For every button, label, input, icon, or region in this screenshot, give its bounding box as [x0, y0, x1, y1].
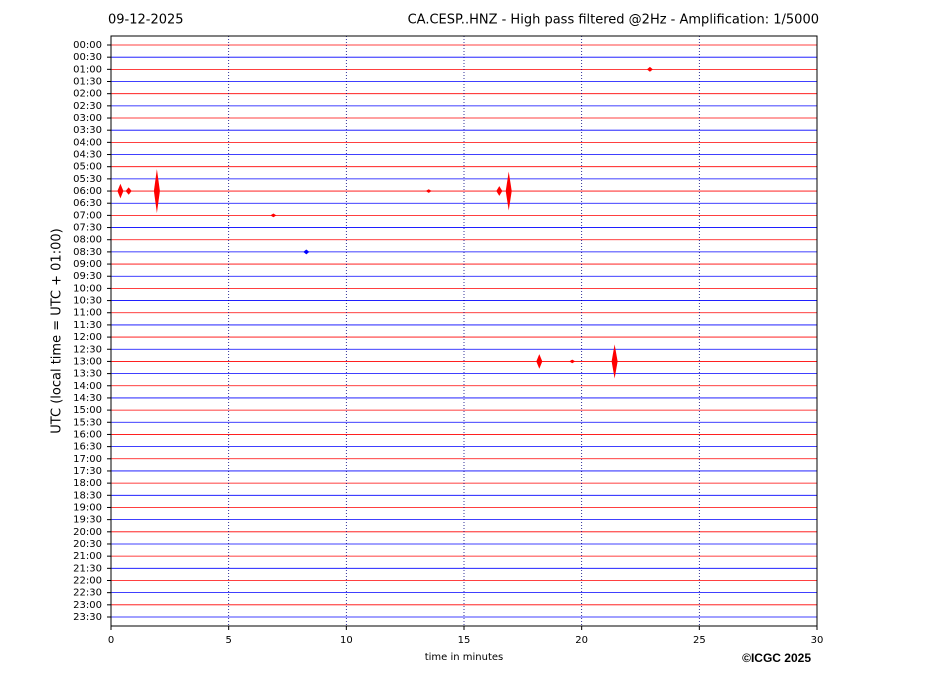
y-tick-label: 03:00	[73, 113, 102, 124]
seismic-event	[611, 344, 618, 379]
seismic-event	[646, 66, 653, 72]
y-tick-label: 01:30	[73, 77, 102, 88]
copyright: ©ICGC 2025	[742, 651, 811, 665]
x-tick-label: 15	[458, 635, 471, 646]
y-tick-label: 18:00	[73, 478, 102, 489]
y-tick-label: 11:00	[73, 308, 102, 319]
y-tick-label: 06:00	[73, 186, 102, 197]
seismic-event	[505, 171, 512, 211]
y-tick-label: 20:30	[73, 539, 102, 550]
y-tick-label: 09:30	[73, 271, 102, 282]
x-tick-label: 30	[811, 635, 824, 646]
y-tick-label: 11:30	[73, 320, 102, 331]
seismic-event	[117, 183, 124, 199]
y-tick-label: 12:00	[73, 332, 102, 343]
y-tick-label: 04:00	[73, 137, 102, 148]
y-tick-label: 16:00	[73, 429, 102, 440]
x-tick-label: 5	[225, 635, 231, 646]
y-tick-label: 07:00	[73, 210, 102, 221]
y-tick-label: 14:30	[73, 393, 102, 404]
y-tick-label: 21:30	[73, 563, 102, 574]
y-tick-label: 10:30	[73, 296, 102, 307]
y-tick-label: 05:30	[73, 174, 102, 185]
y-tick-label: 12:30	[73, 344, 102, 355]
y-tick-label: 22:00	[73, 575, 102, 586]
y-tick-label: 02:00	[73, 89, 102, 100]
x-tick-label: 10	[340, 635, 353, 646]
y-tick-label: 19:30	[73, 515, 102, 526]
y-axis-label: UTC (local time = UTC + 01:00)	[50, 228, 65, 433]
y-tick-label: 09:00	[73, 259, 102, 270]
y-tick-label: 13:30	[73, 369, 102, 380]
y-tick-label: 14:00	[73, 381, 102, 392]
x-axis-label: time in minutes	[425, 652, 504, 663]
y-tick-label: 01:00	[73, 64, 102, 75]
x-tick-label: 0	[108, 635, 114, 646]
chart-title: CA.CESP..HNZ - High pass filtered @2Hz -…	[408, 13, 819, 28]
seismic-event	[569, 359, 576, 364]
y-tick-label: 19:00	[73, 502, 102, 513]
y-tick-label: 04:30	[73, 150, 102, 161]
y-tick-label: 23:30	[73, 612, 102, 623]
y-tick-label: 21:00	[73, 551, 102, 562]
y-tick-label: 15:30	[73, 417, 102, 428]
y-tick-label: 07:30	[73, 223, 102, 234]
y-tick-label: 03:30	[73, 125, 102, 136]
seismic-event	[425, 189, 432, 193]
y-tick-label: 22:30	[73, 588, 102, 599]
seismic-event	[153, 169, 160, 213]
y-tick-label: 08:00	[73, 235, 102, 246]
seismic-event	[536, 354, 543, 369]
seismic-event	[496, 186, 503, 196]
x-tick-label: 25	[693, 635, 706, 646]
y-tick-label: 13:00	[73, 356, 102, 367]
y-tick-label: 15:00	[73, 405, 102, 416]
y-tick-label: 17:30	[73, 466, 102, 477]
plot-frame	[110, 35, 818, 627]
y-tick-label: 00:00	[73, 40, 102, 51]
y-tick-label: 18:30	[73, 490, 102, 501]
y-tick-label: 02:30	[73, 101, 102, 112]
y-tick-label: 20:00	[73, 527, 102, 538]
y-tick-label: 08:30	[73, 247, 102, 258]
y-tick-label: 06:30	[73, 198, 102, 209]
y-tick-label: 17:00	[73, 454, 102, 465]
seismic-event	[303, 249, 310, 255]
seismic-event	[270, 213, 277, 218]
y-tick-label: 05:00	[73, 162, 102, 173]
seismic-event	[125, 187, 132, 195]
y-tick-label: 10:00	[73, 283, 102, 294]
y-tick-label: 16:30	[73, 442, 102, 453]
chart-date: 09-12-2025	[108, 13, 184, 28]
y-tick-label: 00:30	[73, 52, 102, 63]
x-tick-label: 20	[575, 635, 588, 646]
y-tick-label: 23:00	[73, 600, 102, 611]
